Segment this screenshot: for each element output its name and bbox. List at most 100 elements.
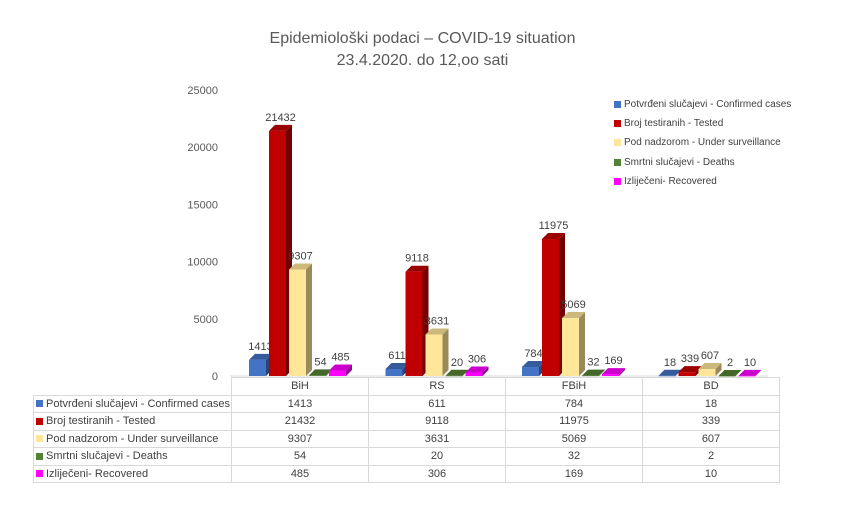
row-label: Izliječeni- Recovered (46, 467, 149, 480)
table-cell: 3631 (368, 429, 506, 448)
bar (465, 372, 483, 376)
bar (249, 359, 266, 376)
table-cell: 339 (642, 412, 780, 431)
table-cell: 9307 (231, 429, 369, 448)
bar-side (755, 369, 762, 376)
legend-label: Broj testiranih - Tested (624, 118, 724, 130)
data-label: 339 (681, 353, 699, 365)
table-cell: 607 (642, 429, 780, 448)
row-label: Smrtni slučajevi - Deaths (46, 450, 168, 463)
table-cell: 485 (231, 464, 369, 483)
table-cell: 169 (505, 464, 643, 483)
chart-subtitle: 23.4.2020. do 12,oo sati (336, 52, 509, 69)
table-row-header: Smrtni slučajevi - Deaths (33, 447, 232, 466)
legend-swatch (36, 417, 43, 425)
table-row: Broj testiranih - Tested 21432 9118 11975 33… (33, 412, 780, 431)
bar (269, 130, 286, 376)
bar-top (329, 364, 352, 371)
bar (385, 369, 403, 376)
bar-top (385, 363, 409, 370)
table-row-header: Pod nadzorom - Under surveillance (33, 429, 232, 448)
legend-swatch (36, 400, 43, 408)
data-label: 2 (727, 357, 733, 369)
y-tick-label: 25000 (187, 85, 218, 97)
table-row-header: Izliječeni- Recovered (33, 464, 232, 483)
table-column-header: RS (368, 377, 506, 396)
bar-side (715, 363, 722, 376)
data-label: 11975 (539, 220, 569, 232)
table-row: Pod nadzorom - Under surveillance 9307 363… (33, 429, 780, 448)
data-label: 5069 (561, 299, 585, 311)
table-cell: 306 (368, 464, 506, 483)
bar (329, 370, 346, 376)
table-cell: 18 (642, 394, 780, 413)
table-cell: 9118 (368, 412, 506, 431)
table-cell: 11975 (505, 412, 643, 431)
bar-side (442, 328, 449, 376)
data-table: BiH RS FBiH BD Potvrđeni slučajevi - Confirm… (33, 377, 780, 483)
bar (678, 372, 696, 376)
bar (309, 375, 326, 376)
bar-top (465, 366, 489, 373)
data-label: 611 (388, 350, 406, 362)
bar-side (482, 366, 489, 376)
data-label: 18 (664, 357, 676, 369)
legend-swatch (614, 120, 621, 128)
bar-top (718, 369, 742, 376)
table-cell: 784 (505, 394, 643, 413)
bar-top (289, 263, 312, 270)
y-tick-label: 5000 (194, 314, 218, 326)
table-cell: 5069 (505, 429, 643, 448)
bar-top (698, 363, 722, 370)
bar-top (658, 369, 682, 376)
bar (522, 367, 539, 376)
bar-top (405, 265, 429, 272)
legend-item: Smrtni slučajevi - Deaths (614, 153, 791, 172)
bar (738, 375, 756, 377)
table-row-header: Potvrđeni slučajevi - Confirmed cases (33, 394, 232, 413)
data-label: 32 (587, 357, 599, 369)
bar-top (309, 369, 332, 376)
data-label: 9118 (405, 253, 429, 265)
legend-label: Pod nadzorom - Under surveillance (624, 137, 781, 149)
y-tick-label: 20000 (187, 142, 218, 154)
data-label: 3631 (425, 315, 449, 327)
bar-side (579, 312, 585, 376)
bar-side (306, 263, 312, 376)
table-row: Potvrđeni slučajevi - Confirmed cases 141… (33, 394, 780, 413)
legend-label: Potvrđeni slučajevi - Confirmed cases (624, 99, 792, 111)
data-label: 607 (701, 350, 719, 362)
legend-item: Izliječeni- Recovered (614, 172, 791, 191)
bar-top (582, 369, 605, 376)
bar (425, 334, 443, 376)
bar (542, 239, 559, 376)
bar-top (249, 353, 272, 360)
legend-swatch (614, 158, 621, 166)
legend-item: Pod nadzorom - Under surveillance (614, 133, 791, 152)
bar (445, 375, 463, 377)
bar-top (678, 366, 702, 373)
data-label: 20 (451, 357, 463, 369)
data-label: 485 (331, 351, 349, 363)
table-column-header: BD (642, 377, 780, 396)
legend-item: Broj testiranih - Tested (614, 114, 791, 133)
bar (602, 374, 619, 376)
table-row: Izliječeni- Recovered 485 306 169 10 (33, 464, 780, 483)
bar (718, 375, 736, 377)
bar (405, 271, 423, 376)
data-label: 9307 (288, 251, 312, 263)
bar-side (619, 368, 625, 376)
legend-swatch (614, 139, 621, 147)
table-cell: 32 (505, 447, 643, 466)
bar-top (522, 361, 545, 368)
bar-top (542, 233, 565, 240)
data-label: 306 (468, 353, 486, 365)
bar-top (445, 369, 469, 376)
row-label: Broj testiranih - Tested (46, 415, 156, 428)
legend-label: Smrtni slučajevi - Deaths (624, 156, 735, 168)
data-label: 10 (744, 357, 756, 369)
table-cell: 10 (642, 464, 780, 483)
bar-top (602, 368, 625, 375)
bar-top (425, 328, 449, 335)
